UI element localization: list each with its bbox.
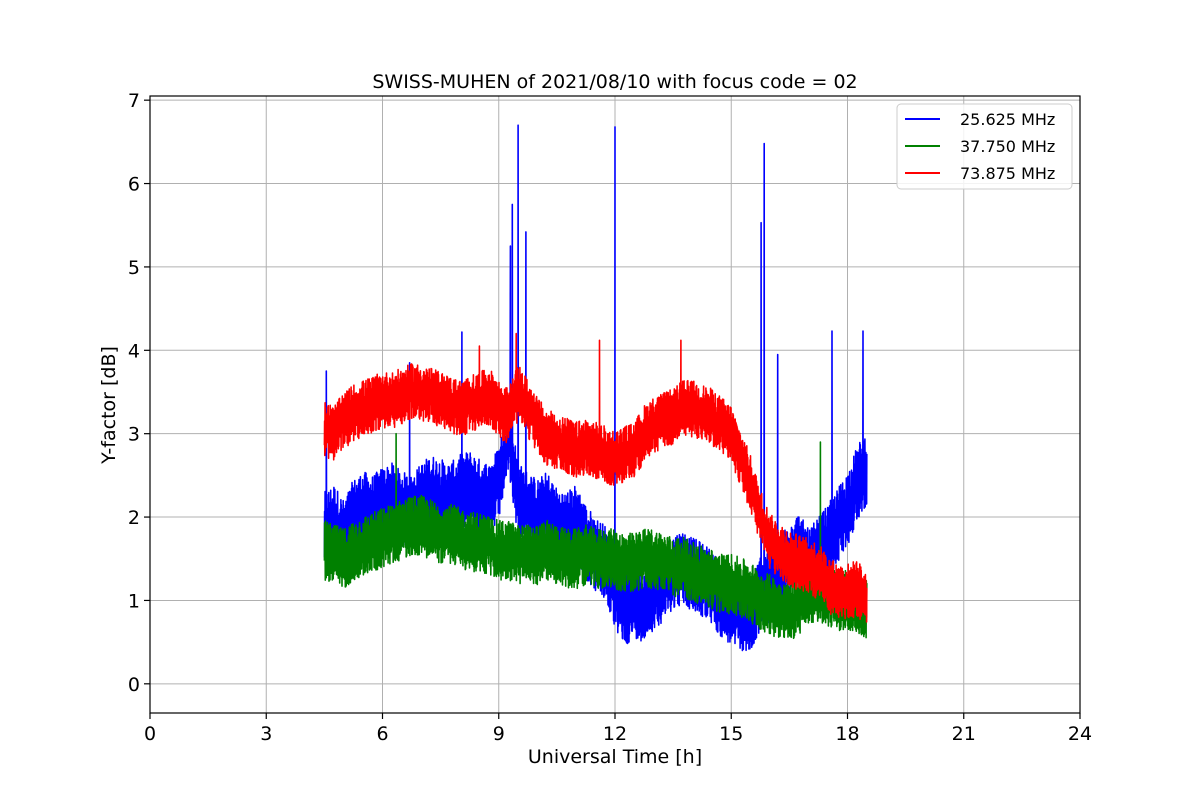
series-line-3 [323, 332, 868, 623]
x-tick-label: 0 [144, 723, 156, 745]
y-tick-label: 6 [128, 174, 140, 196]
x-tick-label: 9 [493, 723, 505, 745]
legend-box [896, 103, 1073, 190]
x-tick-label: 18 [835, 723, 859, 745]
y-axis-label: Y-factor [dB] [98, 346, 120, 465]
y-tick-label: 2 [128, 507, 140, 529]
x-tick-label: 6 [376, 723, 388, 745]
legend-label-1: 25.625 MHz [960, 110, 1055, 129]
x-tick-label: 3 [260, 723, 272, 745]
chart-title: SWISS-MUHEN of 2021/08/10 with focus cod… [372, 71, 857, 93]
series-line-2 [323, 432, 868, 640]
legend-label-2: 37.750 MHz [960, 137, 1055, 156]
series-lines [323, 124, 868, 652]
y-tick-label: 0 [128, 674, 140, 696]
legend-label-3: 73.875 MHz [960, 164, 1055, 183]
y-tick-label: 7 [128, 90, 140, 112]
y-tick-label: 3 [128, 424, 140, 446]
x-axis-ticks: 0 3 6 9 12 15 18 21 24 [144, 713, 1092, 745]
x-tick-label: 21 [952, 723, 976, 745]
x-tick-label: 24 [1068, 723, 1092, 745]
y-tick-label: 1 [128, 590, 140, 612]
x-tick-label: 12 [603, 723, 627, 745]
y-tick-label: 4 [128, 340, 140, 362]
legend: 25.625 MHz 37.750 MHz 73.875 MHz [896, 103, 1073, 190]
x-axis-label: Universal Time [h] [528, 746, 702, 768]
x-tick-label: 15 [719, 723, 743, 745]
y-axis-ticks: 0 1 2 3 4 5 6 7 [128, 90, 150, 696]
y-tick-label: 5 [128, 257, 140, 279]
